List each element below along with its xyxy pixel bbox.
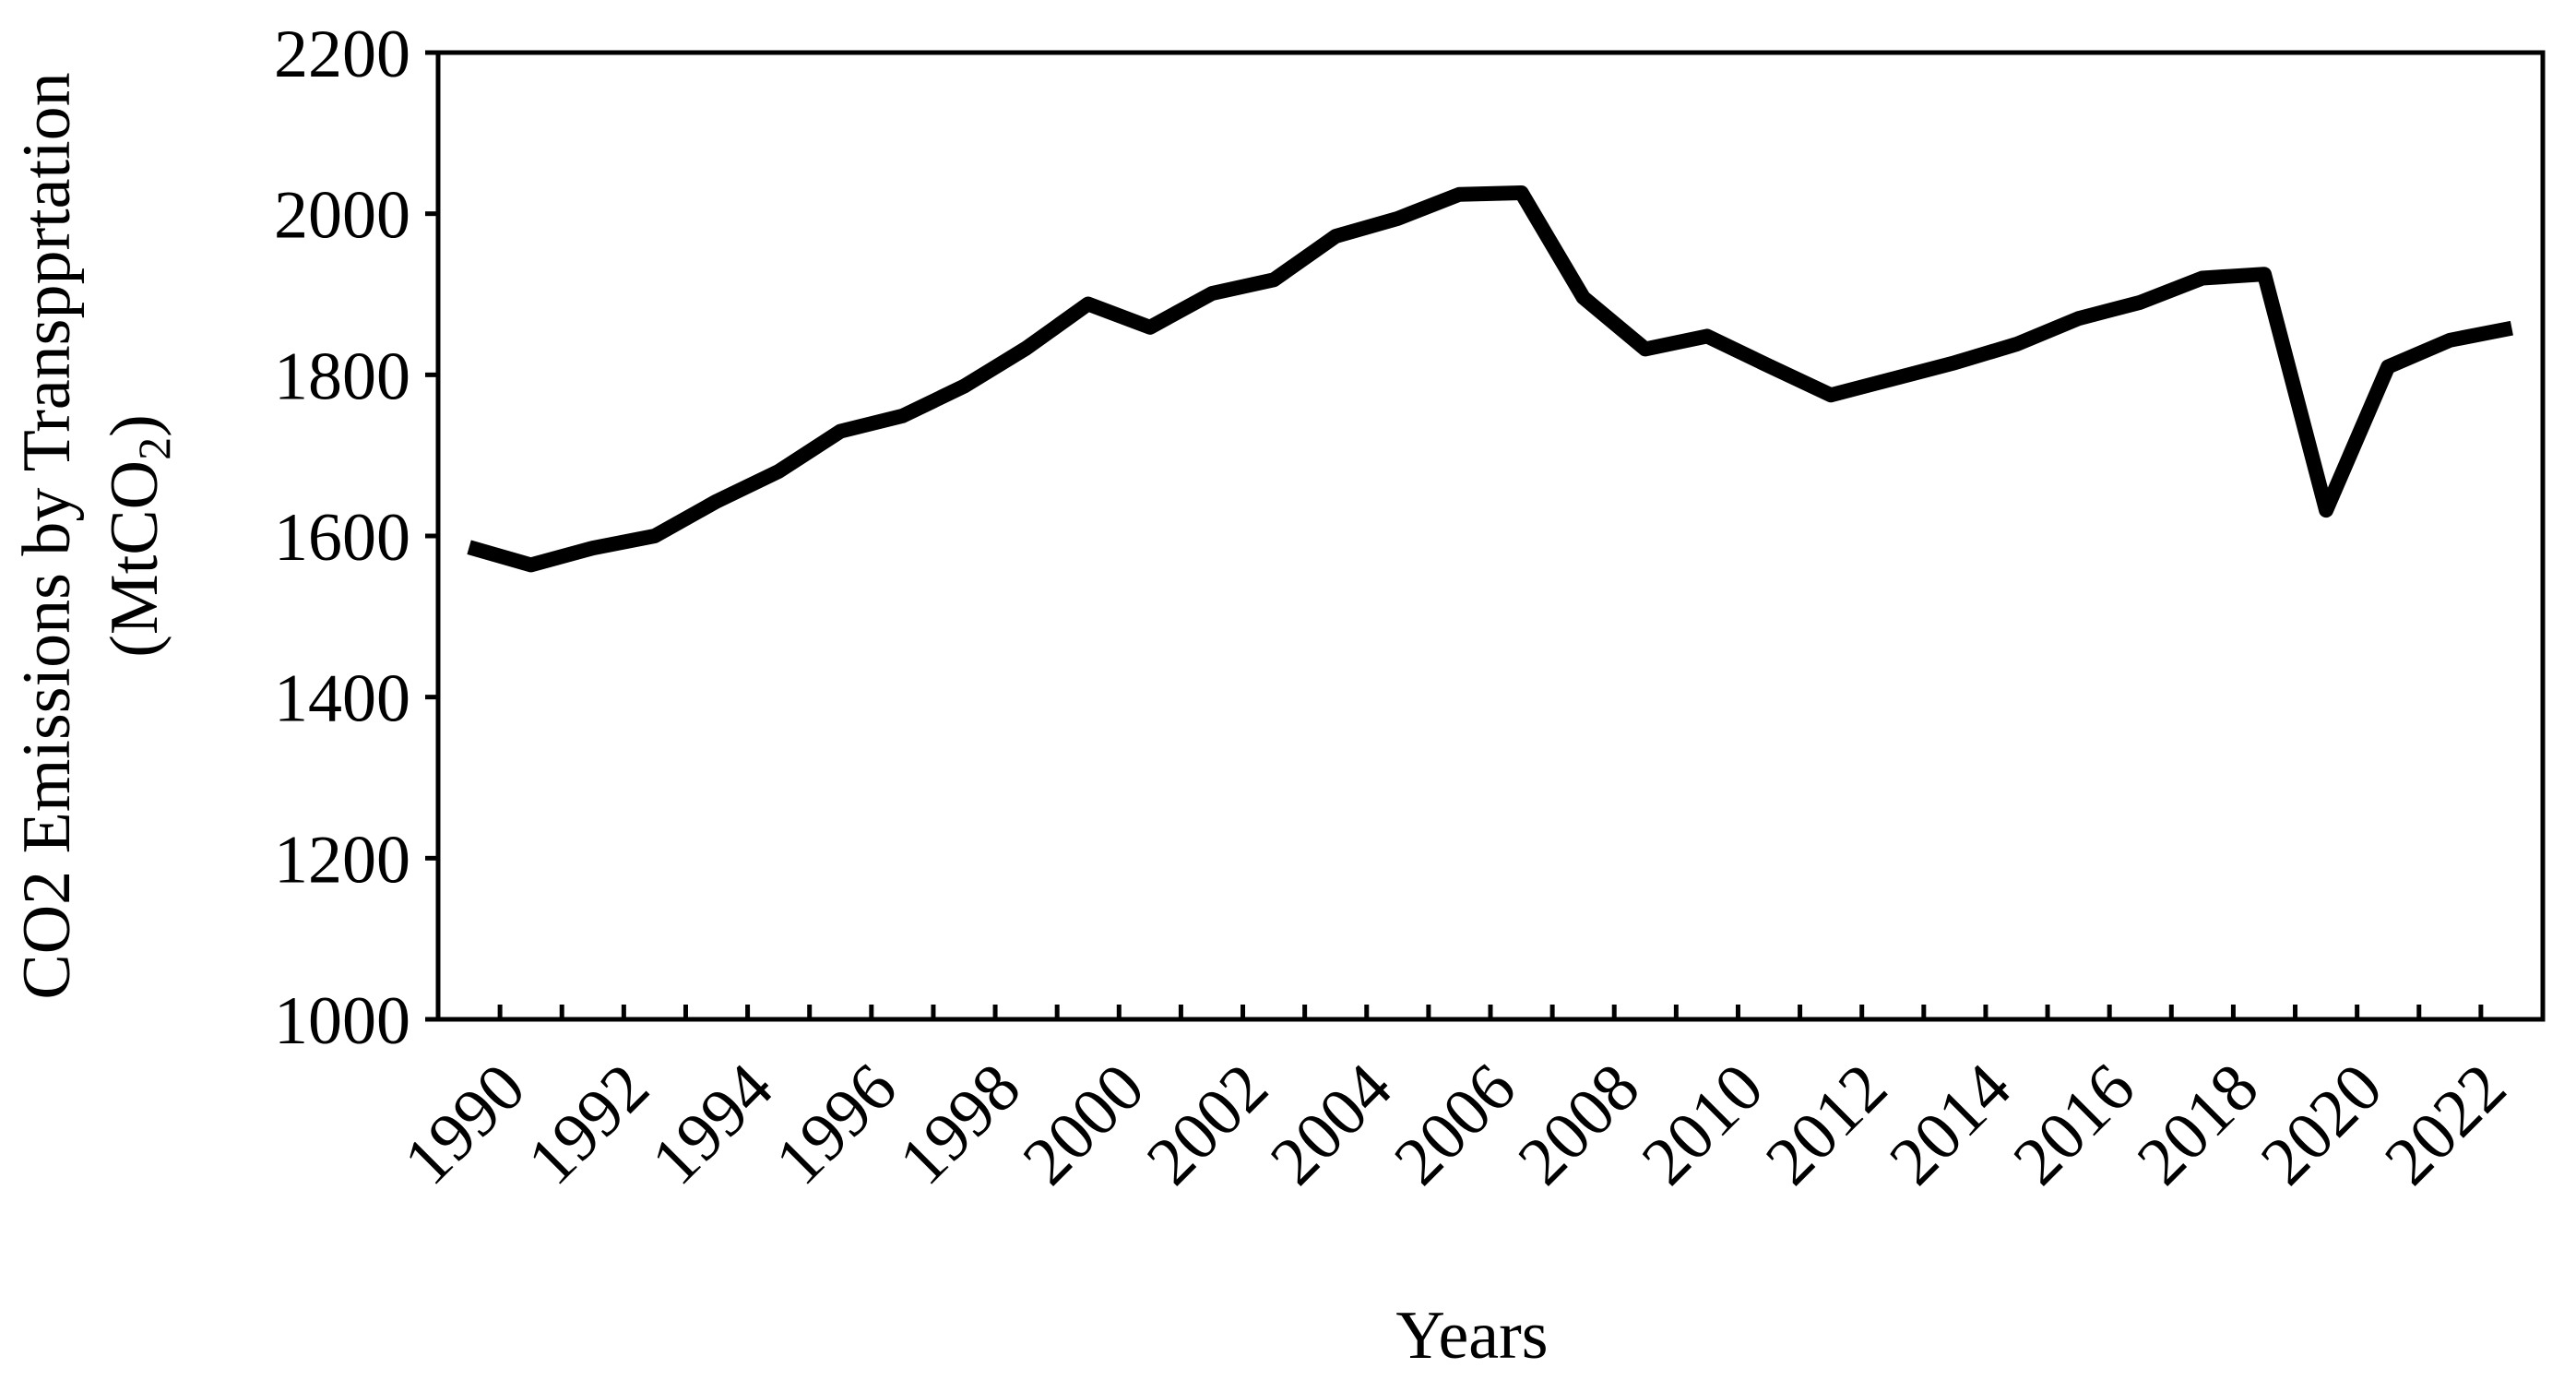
x-tick-label: 2022 xyxy=(2370,1050,2521,1200)
x-tick-label: 2004 xyxy=(1256,1050,1407,1200)
x-tick-label: 2012 xyxy=(1751,1050,1902,1200)
x-tick-label: 1996 xyxy=(761,1050,911,1200)
y-axis-unit-suffix: ) xyxy=(97,414,172,437)
y-axis-unit-prefix: (MtCO xyxy=(97,460,172,658)
y-axis-title: CO2 Emissions by Transpprtation xyxy=(9,72,85,999)
x-tick-label: 2014 xyxy=(1875,1050,2025,1200)
y-axis-unit-subscript: 2 xyxy=(128,437,180,460)
x-tick-label: 1994 xyxy=(637,1050,788,1200)
x-tick-label: 2008 xyxy=(1504,1050,1655,1200)
x-tick-label: 2018 xyxy=(2123,1050,2273,1200)
y-axis-unit: (MtCO2) xyxy=(97,414,180,657)
x-tick-label: 2002 xyxy=(1133,1050,1283,1200)
x-tick-label: 2020 xyxy=(2247,1050,2397,1200)
x-tick-label: 1990 xyxy=(390,1050,540,1200)
y-tick-label: 1600 xyxy=(274,500,410,576)
x-tick-label: 1992 xyxy=(514,1050,664,1200)
y-tick-label: 1400 xyxy=(274,661,410,737)
x-tick-label: 2010 xyxy=(1628,1050,1778,1200)
y-tick-label: 2000 xyxy=(274,178,410,254)
series-line xyxy=(467,185,2513,573)
x-tick-label: 2006 xyxy=(1380,1050,1530,1200)
y-tick-label: 1200 xyxy=(274,822,410,898)
x-axis-title: Years xyxy=(1395,1298,1548,1374)
x-tick-label: 2016 xyxy=(2000,1050,2150,1200)
x-tick-label: 2000 xyxy=(1009,1050,1159,1200)
y-tick-label: 1800 xyxy=(274,339,410,414)
y-tick-label: 1000 xyxy=(274,983,410,1059)
y-tick-label: 2200 xyxy=(274,17,410,92)
x-tick-label: 1998 xyxy=(885,1050,1036,1200)
